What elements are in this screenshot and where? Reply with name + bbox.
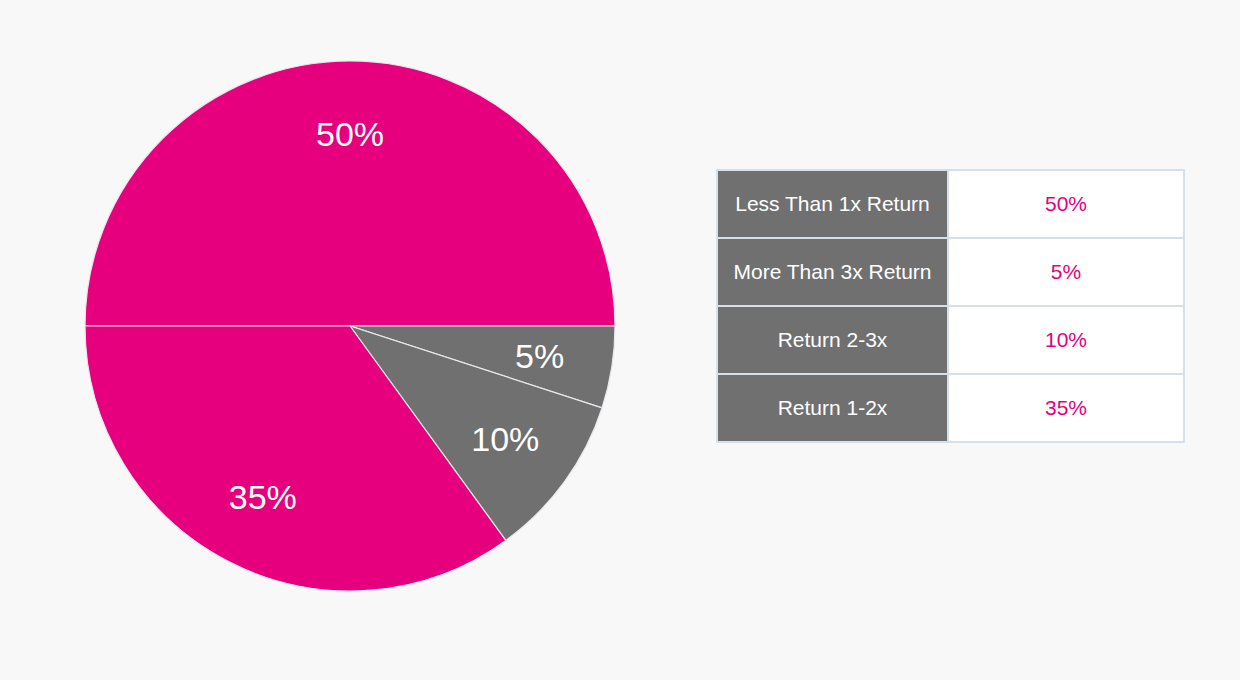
category-label: More Than 3x Return <box>733 260 931 283</box>
page: {"chart_data": {"type": "pie", "categori… <box>0 0 1240 680</box>
value-cell: 50% <box>948 170 1184 238</box>
pie <box>85 61 615 591</box>
value-cell: 10% <box>948 306 1184 374</box>
value-label: 35% <box>1045 396 1087 419</box>
pie-slice <box>85 61 615 326</box>
category-cell: More Than 3x Return <box>717 238 948 306</box>
data-label: 10% <box>471 420 539 458</box>
data-labels: 50% 5% 10% 35% <box>229 115 564 516</box>
pie-slice <box>85 326 506 591</box>
table-row: Return 1-2x 35% <box>717 374 1184 442</box>
category-cell: Return 1-2x <box>717 374 948 442</box>
category-cell: Return 2-3x <box>717 306 948 374</box>
category-label: Return 2-3x <box>778 328 888 351</box>
table-row: Less Than 1x Return 50% <box>717 170 1184 238</box>
data-label: 35% <box>229 478 297 516</box>
category-label: Return 1-2x <box>778 396 888 419</box>
table-row: Return 2-3x 10% <box>717 306 1184 374</box>
category-cell: Less Than 1x Return <box>717 170 948 238</box>
category-label: Less Than 1x Return <box>735 192 930 215</box>
table-row: More Than 3x Return 5% <box>717 238 1184 306</box>
value-label: 5% <box>1051 260 1081 283</box>
data-label: 5% <box>515 337 564 375</box>
value-label: 50% <box>1045 192 1087 215</box>
value-cell: 5% <box>948 238 1184 306</box>
legend-table: Less Than 1x Return 50% More Than 3x Retur… <box>716 169 1185 443</box>
value-cell: 35% <box>948 374 1184 442</box>
table-body: Less Than 1x Return 50% More Than 3x Retur… <box>717 170 1184 442</box>
value-label: 10% <box>1045 328 1087 351</box>
data-label: 50% <box>316 115 384 153</box>
